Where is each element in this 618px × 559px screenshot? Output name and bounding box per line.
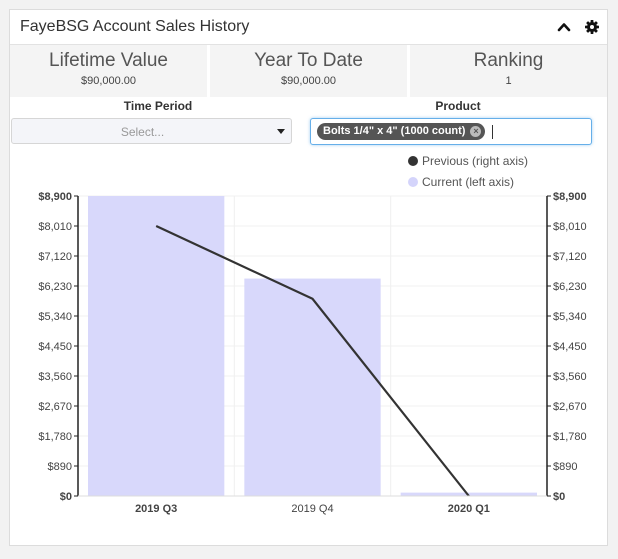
left-tick-label: $890 bbox=[48, 461, 72, 473]
right-tick-label: $8,900 bbox=[553, 191, 587, 203]
previous-series-line bbox=[155, 225, 470, 497]
bar-2019-q4 bbox=[244, 278, 381, 496]
x-tick-label: 2020 Q1 bbox=[448, 503, 490, 515]
left-tick-label: $2,670 bbox=[38, 401, 72, 413]
left-tick-label: $6,230 bbox=[38, 281, 72, 293]
right-tick-label: $2,670 bbox=[553, 401, 587, 413]
stat-label: Ranking bbox=[473, 50, 544, 71]
legend-swatch bbox=[408, 156, 418, 166]
stat-lifetime-value: Lifetime Value $90,000.00 bbox=[10, 45, 207, 97]
x-tick-label: 2019 Q3 bbox=[135, 503, 177, 515]
account-sales-history-panel: FayeBSG Account Sales History Lifetime V… bbox=[9, 9, 608, 546]
text-cursor bbox=[492, 125, 493, 139]
right-tick-label: $5,340 bbox=[553, 311, 587, 323]
panel-header: FayeBSG Account Sales History bbox=[10, 10, 607, 45]
right-tick-label: $1,780 bbox=[553, 431, 587, 443]
left-tick-label: $4,450 bbox=[38, 341, 72, 353]
time-period-select[interactable]: Select... bbox=[11, 118, 292, 144]
product-tag: Bolts 1/4" x 4" (1000 count) × bbox=[317, 123, 486, 140]
stat-value: 1 bbox=[505, 75, 512, 87]
stat-ranking: Ranking 1 bbox=[410, 45, 607, 97]
right-tick-label: $890 bbox=[553, 461, 577, 473]
left-tick-label: $5,340 bbox=[38, 311, 72, 323]
right-tick-label: $3,560 bbox=[553, 371, 587, 383]
stat-value: $90,000.00 bbox=[80, 75, 137, 87]
chevron-up-icon[interactable] bbox=[556, 19, 572, 35]
stats-row: Lifetime Value $90,000.00 Year To Date $… bbox=[10, 45, 607, 97]
legend-item-current[interactable]: Current (left axis) bbox=[408, 175, 514, 189]
stat-value: $90,000.00 bbox=[280, 75, 337, 87]
stat-label: Year To Date bbox=[254, 50, 363, 71]
panel-title: FayeBSG Account Sales History bbox=[20, 18, 250, 35]
left-tick-label: $8,010 bbox=[38, 221, 72, 233]
x-tick-label: 2019 Q4 bbox=[291, 503, 333, 515]
legend-item-previous[interactable]: Previous (right axis) bbox=[408, 154, 528, 168]
product-tag-label: Bolts 1/4" x 4" (1000 count) bbox=[323, 125, 466, 137]
stat-year-to-date: Year To Date $90,000.00 bbox=[210, 45, 407, 97]
remove-tag-icon[interactable]: × bbox=[470, 126, 482, 137]
legend-label: Previous (right axis) bbox=[422, 154, 529, 168]
left-tick-label: $7,120 bbox=[38, 251, 72, 263]
legend-label: Current (left axis) bbox=[422, 175, 515, 189]
product-label: Product bbox=[435, 99, 481, 113]
left-tick-label: $3,560 bbox=[38, 371, 72, 383]
time-period-placeholder: Select... bbox=[120, 125, 165, 139]
dropdown-arrow-icon[interactable] bbox=[277, 129, 285, 134]
stat-label: Lifetime Value bbox=[49, 50, 168, 71]
right-tick-label: $0 bbox=[553, 491, 565, 503]
right-tick-label: $7,120 bbox=[553, 251, 587, 263]
right-tick-label: $4,450 bbox=[553, 341, 587, 353]
right-tick-label: $8,010 bbox=[553, 221, 587, 233]
legend-swatch bbox=[408, 177, 418, 187]
sales-chart: $0 $0 $890 $890 $1,780 $1,780 $2,670 $2,670 $3,5… bbox=[38, 191, 587, 515]
left-tick-label: $0 bbox=[60, 491, 72, 503]
time-period-label: Time Period bbox=[123, 99, 193, 113]
product-multiselect[interactable]: Bolts 1/4" x 4" (1000 count) × bbox=[310, 118, 592, 145]
gear-icon[interactable] bbox=[584, 19, 600, 35]
left-tick-label: $8,900 bbox=[38, 191, 72, 203]
left-tick-label: $1,780 bbox=[38, 431, 72, 443]
right-tick-label: $6,230 bbox=[553, 281, 587, 293]
bar-2019-q3 bbox=[88, 196, 225, 496]
